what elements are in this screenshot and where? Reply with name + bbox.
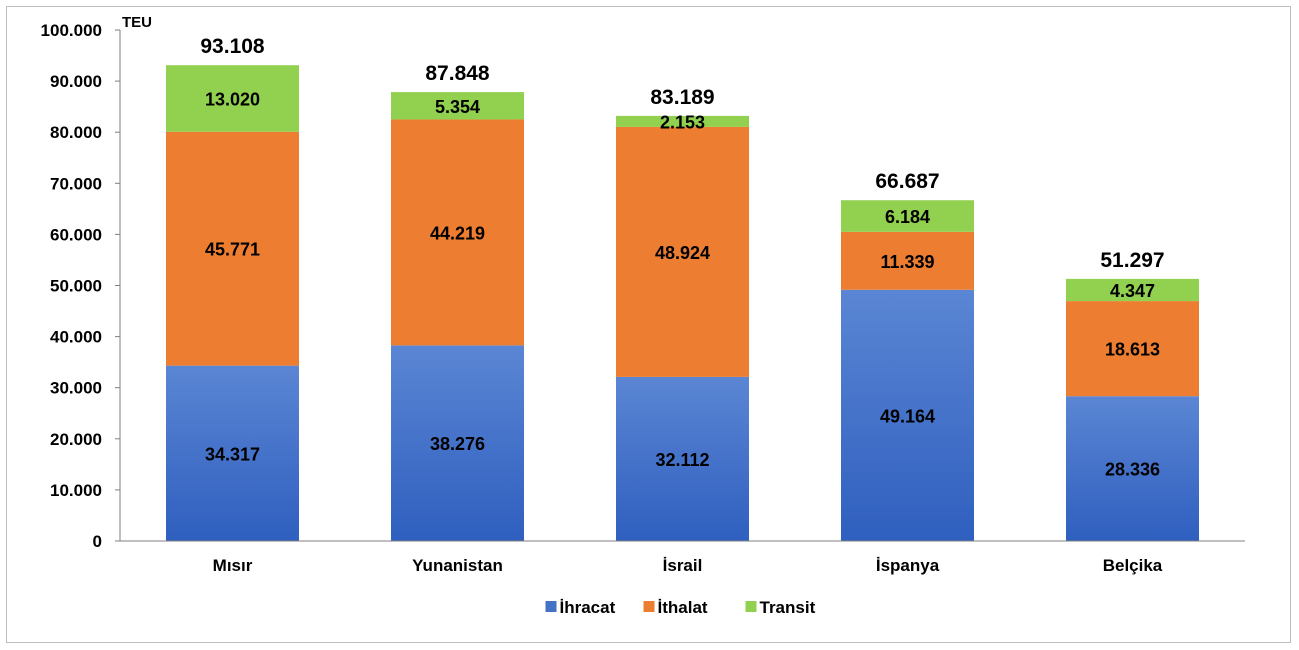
data-label: 48.924 <box>655 243 710 263</box>
bar-segment-transit <box>616 115 749 127</box>
bar-segment-transit <box>1066 278 1199 302</box>
legend-swatch <box>745 601 757 612</box>
y-tick-label: 90.000 <box>50 72 102 91</box>
data-label: 38.276 <box>430 434 485 454</box>
bar-segment-i-thalat <box>166 131 299 366</box>
y-tick-label: 10.000 <box>50 481 102 500</box>
y-tick-label: 60.000 <box>50 225 102 244</box>
bar-segment-transit <box>166 65 299 132</box>
y-tick-label: 30.000 <box>50 379 102 398</box>
bars-group: 34.317 45.771 13.020 93.108 38.276 44.219 5.35… <box>166 35 1199 541</box>
bar-segment-i-thalat <box>841 231 974 290</box>
data-label: 44.219 <box>430 223 485 243</box>
total-label: 87.848 <box>425 62 490 85</box>
x-category-label: Belçika <box>1103 556 1163 575</box>
legend-label: İhracat <box>560 598 616 617</box>
bar-segment-transit <box>841 200 974 232</box>
total-label: 66.687 <box>875 170 939 193</box>
x-category-label: Mısır <box>213 556 253 575</box>
bar-segment-i-thalat <box>1066 301 1199 397</box>
legend-swatch <box>545 601 557 612</box>
bar-segment-i-hracat <box>166 365 299 541</box>
y-tick-label: 50.000 <box>50 277 102 296</box>
bar-segment-i-hracat <box>841 289 974 541</box>
bar-segment-transit <box>391 92 524 120</box>
total-label: 93.108 <box>200 35 265 58</box>
data-label: 6.184 <box>885 207 930 227</box>
data-label: 49.164 <box>880 406 935 426</box>
y-tick-label: 40.000 <box>50 328 102 347</box>
data-label: 13.020 <box>205 89 260 109</box>
bar-segment-i-thalat <box>391 119 524 346</box>
y-tick-label: 100.000 <box>41 21 102 40</box>
bar-segment-i-hracat <box>1066 396 1199 541</box>
data-label: 2.153 <box>660 112 705 132</box>
y-tick-label: 0 <box>93 532 102 551</box>
total-label: 51.297 <box>1100 249 1164 272</box>
x-category-label: Yunanistan <box>412 556 503 575</box>
legend-label: Transit <box>760 598 816 617</box>
bar-segment-i-hracat <box>391 345 524 541</box>
data-label: 28.336 <box>1105 460 1160 480</box>
data-label: 34.317 <box>205 444 260 464</box>
legend: İhracat İthalat Transit <box>545 598 816 617</box>
y-axis: 0 10.000 20.000 30.000 40.000 50.000 60.000 70.… <box>41 21 121 551</box>
bar-segment-i-hracat <box>616 376 749 541</box>
x-category-label: İspanya <box>876 556 940 575</box>
x-axis: Mısır Yunanistan İsrail İspanya Belçika <box>120 540 1245 575</box>
x-category-label: İsrail <box>663 556 703 575</box>
y-tick-label: 70.000 <box>50 174 102 193</box>
y-unit-label: TEU <box>122 14 152 31</box>
data-label: 32.112 <box>655 450 709 470</box>
y-tick-label: 80.000 <box>50 123 102 142</box>
data-label: 5.354 <box>435 97 480 117</box>
data-label: 4.347 <box>1110 281 1155 301</box>
total-label: 83.189 <box>650 86 714 109</box>
legend-label: İthalat <box>658 598 708 617</box>
data-label: 45.771 <box>205 240 260 260</box>
legend-swatch <box>643 601 655 612</box>
bar-segment-i-thalat <box>616 126 749 377</box>
data-label: 11.339 <box>880 252 934 272</box>
y-tick-label: 20.000 <box>50 430 102 449</box>
data-label: 18.613 <box>1105 340 1160 360</box>
